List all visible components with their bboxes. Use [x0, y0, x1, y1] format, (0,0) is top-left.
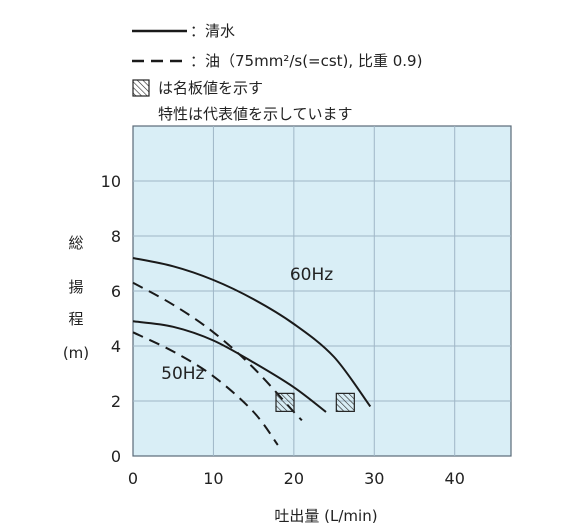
legend-note: 特性は代表値を示しています — [158, 105, 353, 123]
legend-hatch-label: は名板値を示す — [158, 79, 263, 97]
y-tick-label: 4 — [111, 337, 121, 356]
x-axis-ticks: 0 10 20 30 40 — [128, 469, 465, 488]
x-axis-title: 吐出量 (L/min) — [274, 507, 377, 525]
water-curve-2 — [132, 320, 327, 413]
y-tick-label: 0 — [111, 447, 121, 466]
curve-label: 50Hz — [161, 364, 204, 384]
oil-curve-1 — [132, 281, 303, 421]
legend-dashed-label: ：油（75mm²/s(=cst), 比重 0.9) — [190, 52, 422, 70]
legend-solid-label: ：清水 — [190, 22, 235, 40]
grid — [133, 126, 511, 456]
rating-marker — [275, 392, 295, 412]
legend-hatch-swatch — [132, 79, 150, 97]
y-axis-title-char: 程 — [68, 310, 83, 328]
oil-curve-3 — [132, 331, 279, 446]
water-curve-0 — [132, 257, 372, 408]
y-axis-title-char: 揚 — [68, 278, 83, 296]
curve-label: 60Hz — [290, 265, 333, 285]
x-tick-label: 0 — [128, 469, 138, 488]
x-tick-label: 40 — [445, 469, 465, 488]
y-axis-title: 総揚程 (m) — [63, 234, 89, 362]
legend: ：清水 ：油（75mm²/s(=cst), 比重 0.9) は名板値を示す 特性… — [132, 22, 422, 123]
curves — [132, 257, 372, 446]
rating-marker — [335, 392, 355, 412]
y-axis-ticks: 0 2 4 6 8 10 — [101, 172, 121, 466]
x-tick-label: 10 — [203, 469, 223, 488]
rating-markers — [275, 392, 355, 412]
y-tick-label: 6 — [111, 282, 121, 301]
y-tick-label: 8 — [111, 227, 121, 246]
y-tick-label: 2 — [111, 392, 121, 411]
y-axis-title-char: 総 — [68, 234, 83, 252]
x-tick-label: 30 — [364, 469, 384, 488]
y-axis-title-char: (m) — [63, 344, 89, 362]
curve-labels: 60Hz 50Hz — [161, 265, 333, 384]
x-tick-label: 20 — [284, 469, 304, 488]
y-tick-label: 10 — [101, 172, 121, 191]
